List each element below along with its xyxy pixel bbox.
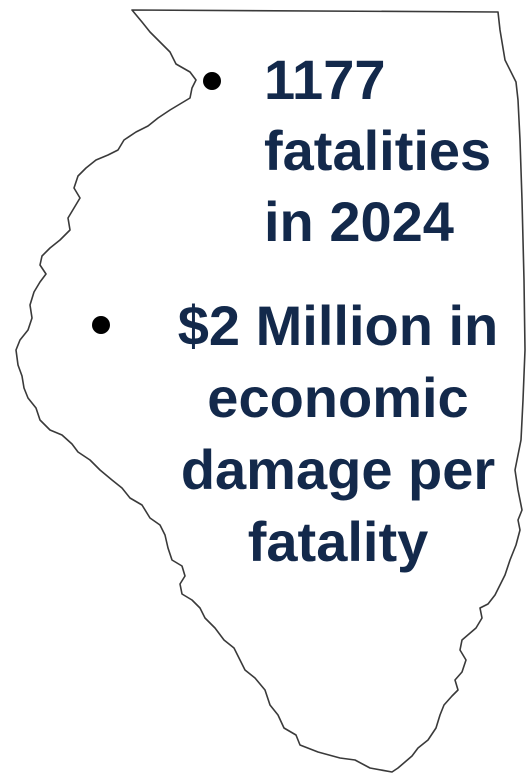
- stat-2-line-1: $2 Million in: [177, 294, 499, 357]
- bullet-1: [203, 72, 221, 90]
- stat-2-line-4: fatality: [247, 510, 429, 573]
- bullet-2: [92, 316, 110, 334]
- stat-1-line-2: fatalities: [264, 119, 492, 182]
- stat-2-line-3: damage per: [180, 438, 496, 501]
- stat-1-line-3: in 2024: [264, 190, 454, 253]
- fatalities-stat: 1177 fatalities in 2024: [264, 52, 526, 265]
- economic-damage-stat: $2 Million in economic damage per fatali…: [150, 298, 526, 586]
- stat-2-line-2: economic: [207, 366, 469, 429]
- stat-1-line-1: 1177: [264, 48, 386, 111]
